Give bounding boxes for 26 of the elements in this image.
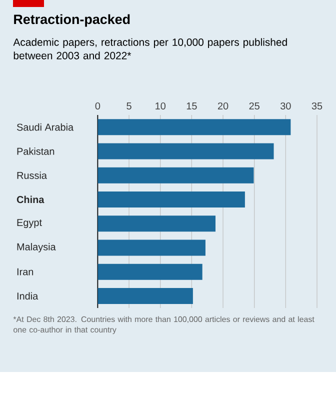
y-tick-label: Russia [17, 172, 47, 179]
x-tick-label: 10 [156, 102, 166, 110]
y-tick-label: China [16, 196, 44, 204]
y-tick-label: Pakistan [17, 148, 54, 155]
bar [98, 167, 254, 184]
bar [98, 216, 216, 232]
chart-title: Retraction-packed [14, 14, 130, 27]
x-tick-label: 25 [249, 102, 260, 110]
x-tick-label: 5 [126, 102, 132, 110]
bar [98, 264, 202, 280]
y-tick-label: Malaysia [17, 243, 56, 252]
bar [98, 119, 291, 136]
x-tick-label: 35 [312, 102, 322, 110]
x-tick-label: 20 [218, 102, 228, 110]
x-tick-label: 30 [280, 102, 291, 110]
x-tick-label: 15 [186, 102, 197, 110]
y-tick-label: India [17, 292, 38, 300]
y-tick-label: Egypt [17, 219, 42, 228]
bar [98, 191, 245, 208]
bar [98, 288, 193, 304]
x-tick-label: 0 [95, 102, 100, 110]
bar [98, 143, 274, 160]
y-tick-label: Saudi Arabia [16, 123, 74, 131]
y-tick-label: Iran [17, 268, 34, 276]
chart-subtitle: Academic papers, retractions per 10,000 papers published between 2003 and 2022* [13, 38, 287, 60]
bar [98, 240, 206, 256]
